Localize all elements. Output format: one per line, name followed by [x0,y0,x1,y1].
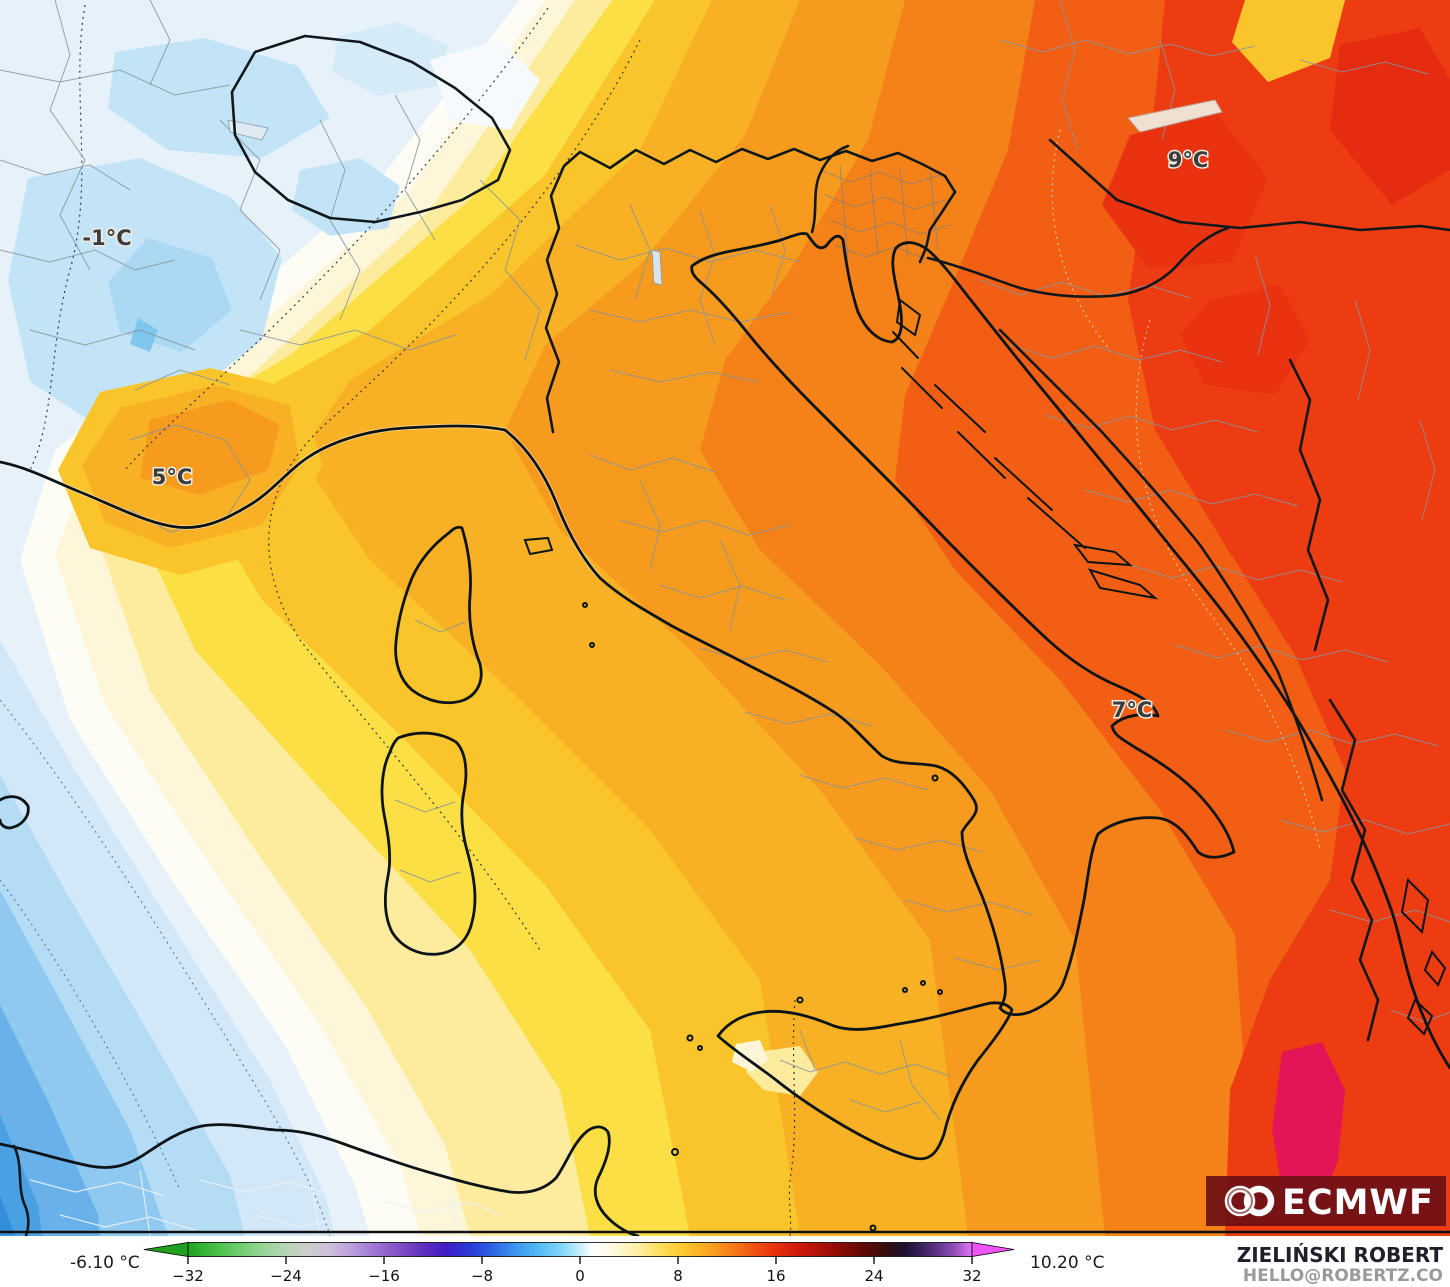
sicily-coast [716,1001,1014,1161]
tick-label: −24 [270,1267,302,1285]
menorca-coast [0,795,30,830]
temperature-labels: -1°C 5°C 9°C 7°C [81,147,1210,724]
ecmwf-logo: ECMWF [1206,1176,1446,1226]
temp-label-7: 7°C [1112,698,1153,722]
colorbar-right-arrow [971,1242,1015,1257]
lake-garda [651,249,663,286]
tick-label: 0 [575,1267,585,1285]
lake-balaton [1127,99,1223,133]
ecmwf-logo-text: ECMWF [1282,1183,1434,1223]
tick-label: −8 [471,1267,493,1285]
tick-label: 32 [962,1267,981,1285]
corfu-island [1400,877,1430,935]
tunisia-coast [0,1123,640,1236]
colorbar-left-arrow [143,1242,189,1257]
legend-max-label: 10.20 °C [1030,1253,1105,1273]
colorbar-ticks [187,1256,973,1264]
corsica-coast [394,525,483,705]
country-borders [12,34,1450,1236]
islands [523,298,1447,1232]
temperature-field [0,0,1450,1236]
colorbar-gradient [187,1242,973,1257]
contour-lines [0,4,1321,1236]
tick-label: 16 [766,1267,785,1285]
tick-label: 8 [673,1267,683,1285]
coastlines [0,232,1450,1236]
colorbar-tick-labels: −32 −24 −16 −8 0 8 16 24 32 [172,1267,981,1285]
sardinia-coast [380,731,477,956]
temp-label-5: 5°C [152,465,193,489]
elba-island [523,536,554,556]
lake-geneva [227,119,269,141]
legend-colorbar: −32 −24 −16 −8 0 8 16 24 32 [143,1242,1015,1285]
tick-label: −16 [368,1267,400,1285]
temp-label-minus1: -1°C [82,226,131,250]
legend-min-label: -6.10 °C [70,1253,140,1273]
mainland-coast [0,232,1450,1070]
attribution-name: ZIELIŃSKI ROBERT [1236,1243,1443,1267]
attribution-contact: HELLO@ROBERTZ.CO [1242,1266,1443,1286]
temp-label-9: 9°C [1168,148,1209,172]
tunisia-borders [29,1169,501,1236]
region-borders [0,0,1450,1236]
ecmwf-logo-icon [1224,1185,1275,1217]
tick-label: −32 [172,1267,204,1285]
tick-label: 24 [864,1267,883,1285]
lakes [227,99,1223,286]
weather-map: -1°C 5°C 9°C 7°C ECMWF [0,0,1450,1236]
